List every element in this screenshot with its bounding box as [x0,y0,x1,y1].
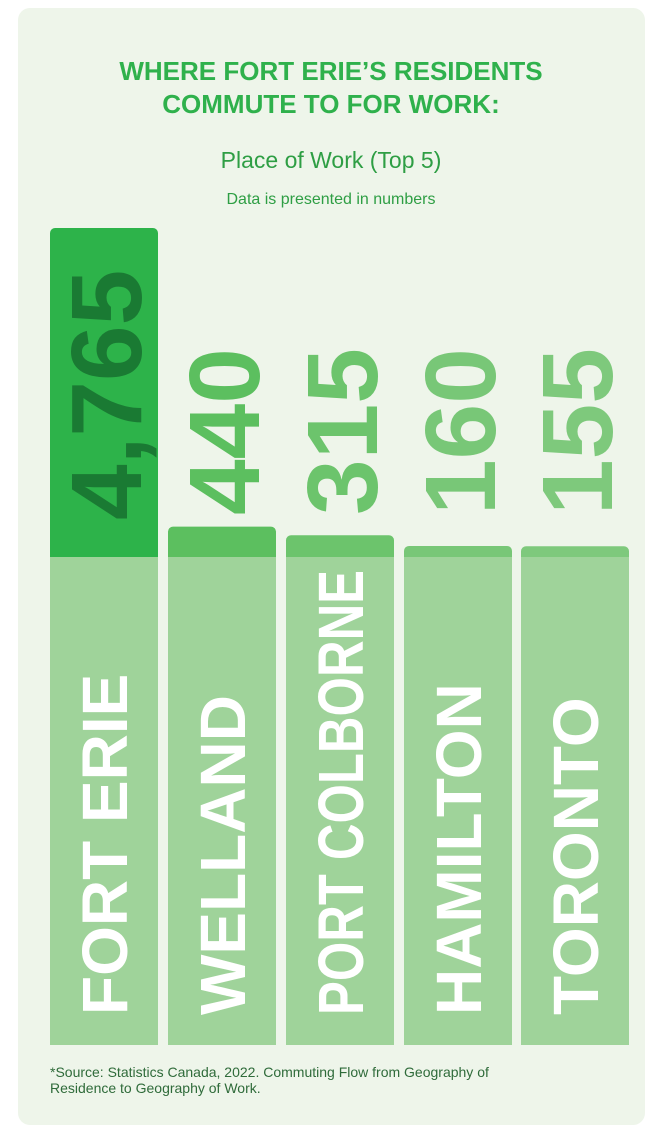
bar [286,535,394,563]
value-label: 440 [169,348,281,515]
chart-note: Data is presented in numbers [227,191,436,208]
chart-subtitle: Place of Work (Top 5) [221,147,442,173]
bar [168,526,276,563]
chart-title: WHERE FORT ERIE’S RESIDENTS [119,56,542,86]
category-label: HAMILTON [423,683,495,1015]
category-label: TORONTO [540,697,612,1015]
source: Residence to Geography of Work. [50,1080,261,1096]
category-panel [168,557,276,1045]
bar-cover [50,557,158,563]
category-panel [404,557,512,1045]
category-label: WELLAND [187,695,259,1015]
value-label: 160 [405,348,517,515]
category-panel [50,557,158,1045]
value-label: 315 [287,348,399,515]
bar-cover [521,557,629,563]
category-panel [521,557,629,1045]
bar-cover [286,557,394,563]
bar [50,228,158,563]
category-panel [286,557,394,1045]
bar-cover [404,557,512,563]
value-label: 4,765 [51,270,163,520]
value-label: 155 [522,348,634,515]
source: *Source: Statistics Canada, 2022. Commut… [50,1064,489,1080]
bar-cover [168,557,276,563]
chart-title: COMMUTE TO FOR WORK: [162,89,499,119]
category-label: PORT COLBORNE [305,570,377,1015]
category-label: FORT ERIE [69,674,141,1015]
